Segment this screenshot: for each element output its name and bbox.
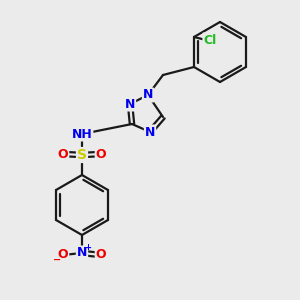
Text: N: N [143, 88, 153, 101]
Text: +: + [84, 244, 91, 253]
Text: N: N [77, 247, 87, 260]
Text: O: O [96, 148, 106, 160]
Text: N: N [125, 98, 135, 110]
Text: O: O [96, 248, 106, 262]
Text: O: O [58, 148, 68, 160]
Text: O: O [58, 248, 68, 262]
Text: −: − [53, 255, 61, 265]
Text: NH: NH [72, 128, 92, 140]
Text: Cl: Cl [203, 34, 217, 46]
Text: N: N [145, 125, 155, 139]
Text: S: S [77, 148, 87, 162]
